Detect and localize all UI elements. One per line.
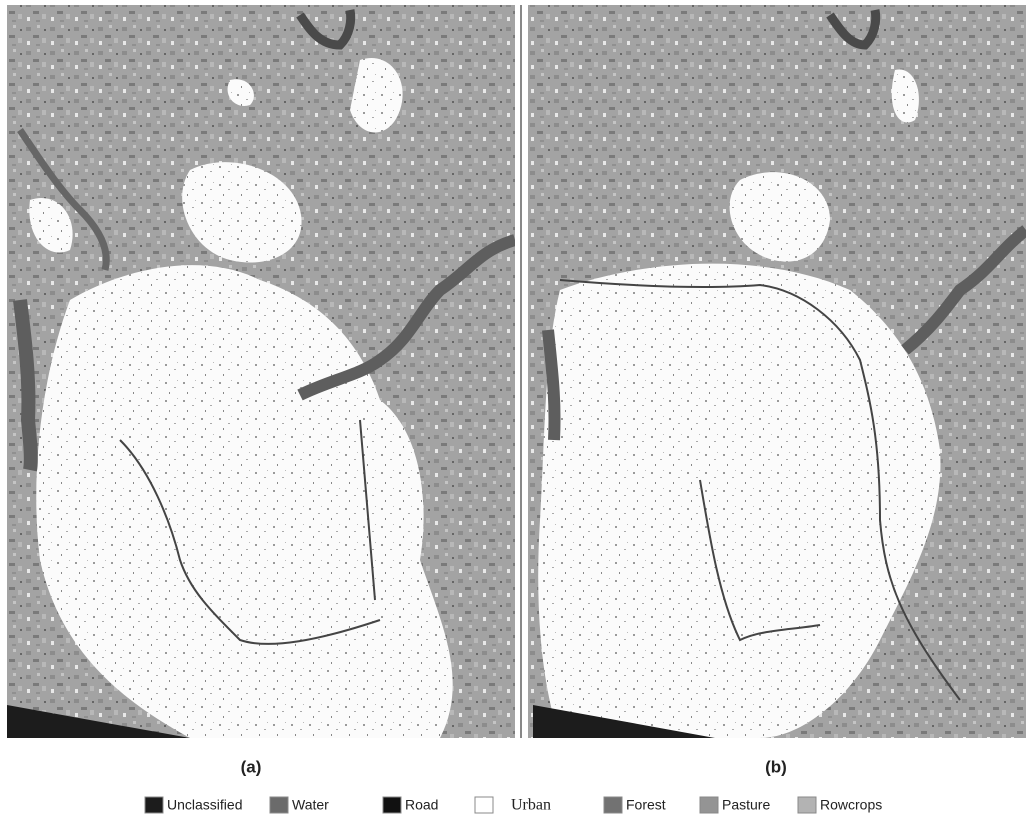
panel-label: (a) xyxy=(241,757,262,776)
page: {"panels": [{"label": "(a)"}, {"label": … xyxy=(0,0,1029,824)
river xyxy=(548,330,555,440)
legend-swatch xyxy=(798,797,816,813)
legend-label: Urban xyxy=(511,797,551,814)
legend-label: Pasture xyxy=(722,797,770,813)
legend-swatch xyxy=(700,797,718,813)
panel-label: (b) xyxy=(765,757,787,776)
map-a xyxy=(7,5,515,738)
legend-swatch xyxy=(270,797,288,813)
legend-label: Forest xyxy=(626,797,666,813)
legend-swatch xyxy=(145,797,163,813)
legend-label: Road xyxy=(405,797,438,813)
legend-swatch xyxy=(475,797,493,813)
legend: Unclassified Water Road Urban Forest Pasture R… xyxy=(145,797,882,814)
legend-swatch xyxy=(383,797,401,813)
legend-label: Unclassified xyxy=(167,797,242,813)
map-b xyxy=(528,5,1026,738)
figure: (a) (b) Unclassified Water Road Urban Forest… xyxy=(0,0,1029,824)
legend-label: Water xyxy=(292,797,329,813)
legend-label: Rowcrops xyxy=(820,797,882,813)
legend-swatch xyxy=(604,797,622,813)
